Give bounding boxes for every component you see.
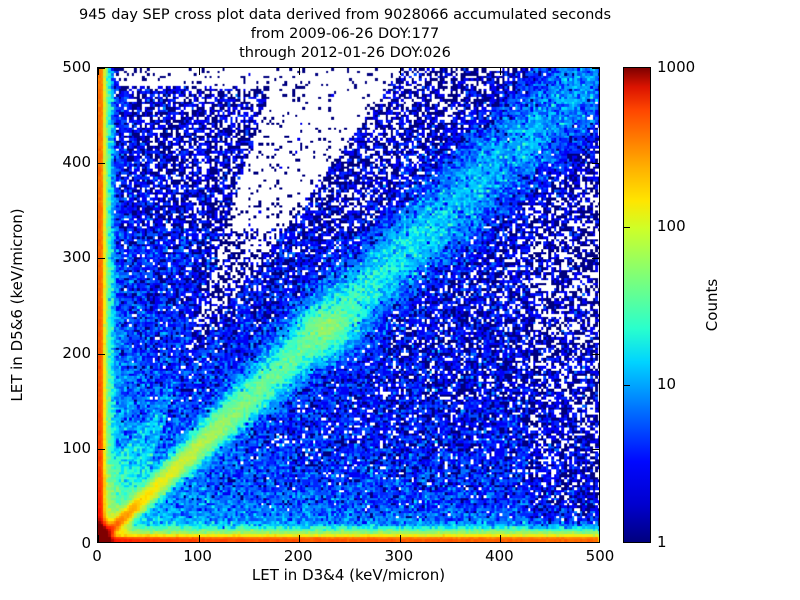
x-tick-mark-400 xyxy=(500,535,502,542)
colorbar-gradient xyxy=(623,67,651,543)
colorbar-tick-mark-10 xyxy=(623,385,630,387)
x-tick-mark-100 xyxy=(198,68,200,75)
x-tick-mark-300 xyxy=(399,68,401,75)
x-tick-mark-0 xyxy=(98,68,99,75)
y-tick-mark-500 xyxy=(98,68,105,69)
figure-title: 945 day SEP cross plot data derived from… xyxy=(0,6,690,63)
plot-area xyxy=(97,67,600,543)
y-tick-mark-500 xyxy=(592,68,599,69)
y-tick-label-300: 300 xyxy=(62,248,91,267)
colorbar-tick-label-1000: 1000 xyxy=(657,58,696,76)
x-tick-label-300: 300 xyxy=(384,547,414,565)
y-tick-mark-200 xyxy=(98,353,105,355)
y-tick-label-400: 400 xyxy=(62,153,91,172)
colorbar-tick-label-10: 10 xyxy=(657,375,677,394)
y-tick-label-0: 0 xyxy=(81,534,91,552)
x-tick-label-0: 0 xyxy=(92,547,102,565)
y-axis-title: LET in D5&6 (keV/micron) xyxy=(8,208,26,402)
y-tick-mark-400 xyxy=(98,163,105,165)
density-scatter-canvas xyxy=(98,68,599,542)
y-tick-label-200: 200 xyxy=(62,343,91,362)
x-tick-label-500: 500 xyxy=(585,547,615,565)
y-tick-mark-200 xyxy=(592,353,599,355)
y-tick-label-500: 500 xyxy=(62,58,91,76)
x-tick-mark-100 xyxy=(198,535,200,542)
y-tick-mark-300 xyxy=(98,258,105,260)
x-tick-mark-400 xyxy=(500,68,502,75)
y-tick-mark-100 xyxy=(98,448,105,450)
y-tick-mark-400 xyxy=(592,163,599,165)
x-tick-mark-200 xyxy=(299,535,301,542)
colorbar-tick-label-1: 1 xyxy=(657,532,667,551)
figure-title-line-2: from 2009-06-26 DOY:177 xyxy=(250,26,440,42)
figure-title-line-3: through 2012-01-26 DOY:026 xyxy=(239,45,451,61)
y-tick-mark-300 xyxy=(592,258,599,260)
colorbar xyxy=(623,67,651,543)
x-tick-mark-300 xyxy=(399,535,401,542)
figure-title-line-1: 945 day SEP cross plot data derived from… xyxy=(78,7,612,23)
y-tick-mark-100 xyxy=(592,448,599,450)
x-tick-label-200: 200 xyxy=(283,547,313,565)
x-axis-title: LET in D3&4 (keV/micron) xyxy=(251,566,446,584)
x-tick-label-100: 100 xyxy=(183,547,212,565)
x-tick-mark-0 xyxy=(98,535,99,542)
x-tick-mark-200 xyxy=(299,68,301,75)
colorbar-tick-label-100: 100 xyxy=(657,216,686,235)
colorbar-tick-mark-100 xyxy=(623,226,630,228)
y-tick-label-100: 100 xyxy=(62,438,91,457)
colorbar-title: Counts xyxy=(703,278,721,332)
x-tick-label-400: 400 xyxy=(485,547,514,565)
